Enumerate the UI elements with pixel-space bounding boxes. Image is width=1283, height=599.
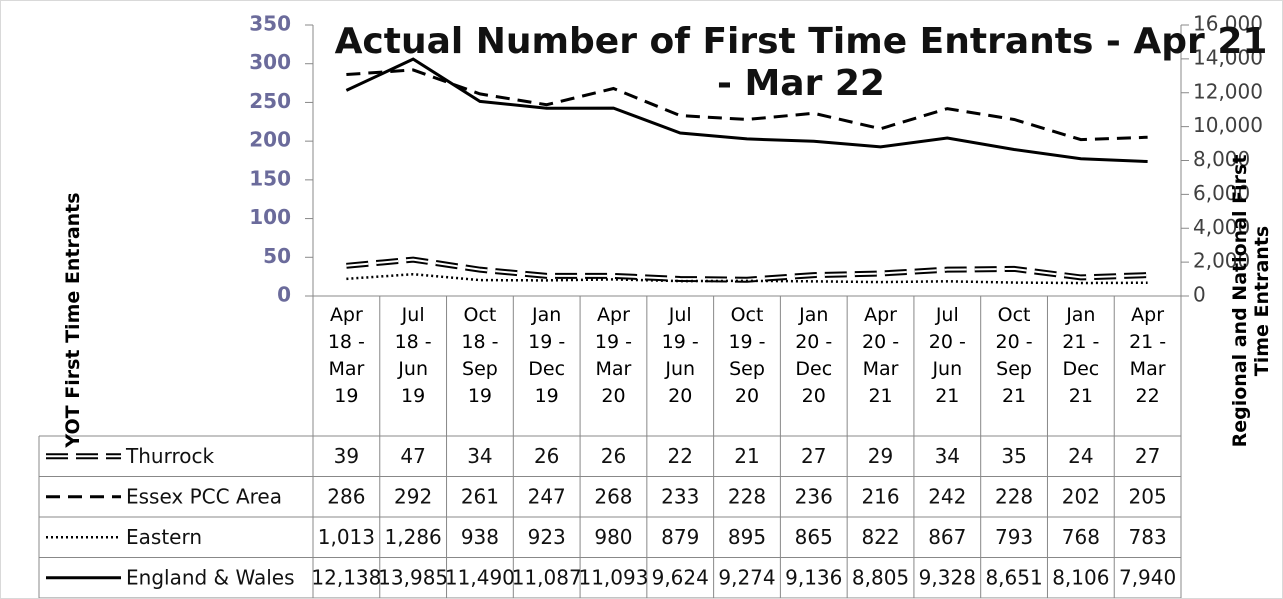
table-value: 1,013 — [318, 525, 375, 549]
table-value: 11,087 — [512, 565, 582, 589]
legend-label: England & Wales — [126, 565, 295, 589]
table-value: 8,106 — [1052, 565, 1109, 589]
table-value: 47 — [400, 444, 425, 468]
table-value: 13,985 — [378, 565, 448, 589]
x-tick-label: Oct 19 - Sep 20 — [728, 304, 766, 407]
y-tick-label: 0 — [277, 283, 291, 307]
series-line — [346, 68, 1148, 142]
y2-tick-label: 2,000 — [1193, 249, 1250, 273]
x-tick-label: Apr 21 - Mar 22 — [1129, 304, 1167, 407]
y2-tick-label: 16,000 — [1193, 12, 1263, 36]
x-tick-label: Oct 20 - Sep 21 — [995, 304, 1033, 407]
table-value: 865 — [795, 525, 833, 549]
series-line — [346, 272, 1148, 285]
table-value: 26 — [601, 444, 626, 468]
table-value: 923 — [528, 525, 566, 549]
y-tick-label: 150 — [249, 166, 291, 190]
table-value: 233 — [661, 484, 699, 508]
table-value: 34 — [467, 444, 492, 468]
table-value: 261 — [461, 484, 499, 508]
table-value: 9,136 — [785, 565, 842, 589]
table-value: 202 — [1062, 484, 1100, 508]
table-value: 286 — [327, 484, 365, 508]
table-value: 980 — [594, 525, 632, 549]
x-tick-label: Jan 20 - Dec 20 — [795, 304, 833, 407]
table-value: 21 — [734, 444, 759, 468]
table-value: 236 — [795, 484, 833, 508]
table-value: 783 — [1129, 525, 1167, 549]
table-value: 39 — [334, 444, 359, 468]
x-tick-label: Jan 19 - Dec 19 — [528, 304, 566, 407]
table-value: 34 — [935, 444, 960, 468]
table-value: 268 — [594, 484, 632, 508]
table-value: 12,138 — [311, 565, 381, 589]
table-value: 768 — [1062, 525, 1100, 549]
x-tick-label: Jul 19 - Jun 20 — [661, 304, 699, 407]
table-value: 22 — [668, 444, 693, 468]
table-value: 228 — [995, 484, 1033, 508]
table-value: 26 — [534, 444, 559, 468]
y2-tick-label: 10,000 — [1193, 113, 1263, 137]
chart-title: Actual Number of First Time Entrants - A… — [334, 21, 1268, 104]
x-tick-label: Oct 18 - Sep 19 — [461, 304, 499, 407]
y2-tick-label: 12,000 — [1193, 79, 1263, 103]
legend-label: Thurrock — [125, 444, 214, 468]
table-value: 9,328 — [919, 565, 976, 589]
y2-tick-label: 8,000 — [1193, 147, 1250, 171]
x-tick-label: Jul 18 - Jun 19 — [394, 304, 432, 407]
x-tick-label: Jan 21 - Dec 21 — [1062, 304, 1100, 407]
y2-tick-label: 0 — [1193, 283, 1206, 307]
table-value: 895 — [728, 525, 766, 549]
table-value: 938 — [461, 525, 499, 549]
y2-tick-label: 14,000 — [1193, 45, 1263, 69]
y2-axis-title: Regional and National First Time Entrant… — [1229, 154, 1273, 448]
table-value: 793 — [995, 525, 1033, 549]
table-value: 822 — [861, 525, 899, 549]
table-value: 9,274 — [718, 565, 775, 589]
table-value: 867 — [928, 525, 966, 549]
table-value: 247 — [528, 484, 566, 508]
y2-tick-label: 4,000 — [1193, 215, 1250, 239]
table-value: 242 — [928, 484, 966, 508]
y-tick-label: 50 — [263, 244, 291, 268]
table-value: 228 — [728, 484, 766, 508]
y-tick-label: 250 — [249, 89, 291, 113]
y-tick-label: 350 — [249, 12, 291, 36]
table-value: 216 — [861, 484, 899, 508]
x-tick-label: Jul 20 - Jun 21 — [928, 304, 966, 407]
table-value: 7,940 — [1119, 565, 1176, 589]
table-value: 1,286 — [385, 525, 442, 549]
table-value: 8,805 — [852, 565, 909, 589]
y-tick-label: 200 — [249, 128, 291, 152]
table-value: 205 — [1129, 484, 1167, 508]
series-line — [346, 256, 1148, 283]
table-value: 24 — [1068, 444, 1093, 468]
table-value: 27 — [801, 444, 826, 468]
y-tick-label: 100 — [249, 205, 291, 229]
table-value: 29 — [868, 444, 893, 468]
y2-tick-label: 6,000 — [1193, 181, 1250, 205]
legend-label: Essex PCC Area — [126, 484, 282, 508]
table-value: 11,490 — [445, 565, 515, 589]
table-value: 35 — [1001, 444, 1026, 468]
x-tick-label: Apr 19 - Mar 20 — [594, 304, 632, 407]
y-axis-title: YOT First Time Entrants — [62, 192, 84, 448]
table-value: 292 — [394, 484, 432, 508]
legend-label: Eastern — [126, 525, 202, 549]
x-tick-label: Apr 20 - Mar 21 — [861, 304, 900, 407]
x-tick-label: Apr 18 - Mar 19 — [327, 304, 365, 407]
table-value: 8,651 — [985, 565, 1042, 589]
table-value: 27 — [1135, 444, 1160, 468]
table-value: 11,093 — [578, 565, 648, 589]
table-value: 879 — [661, 525, 699, 549]
y-tick-label: 300 — [249, 50, 291, 74]
series-line — [345, 57, 1148, 164]
table-value: 9,624 — [652, 565, 709, 589]
